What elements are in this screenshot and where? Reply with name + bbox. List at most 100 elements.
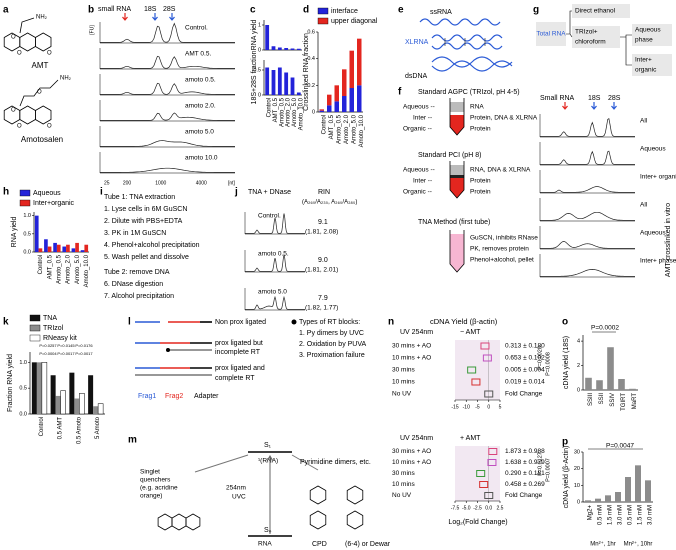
dsdna [431,60,513,72]
label: Fold Change [505,492,543,499]
x-tick-label: -7.5 [451,505,460,511]
y-tick-label: 0 [577,499,580,505]
x-tick-label: 0.5 AMT [58,417,64,440]
xlrna [431,42,503,50]
panel-label: d [303,5,309,16]
p-value: P=0.0047 [606,443,634,450]
bar [38,248,43,252]
x-tick-label: 2.5 [497,505,504,511]
label: prox ligated and [215,365,265,372]
label: 2. Oxidation by PUVA [299,341,367,348]
legend-label: TRIzol [43,325,64,332]
label: Non prox ligated [215,319,266,326]
label: [FU] [89,25,95,35]
bar [93,406,99,414]
label: Types of RT blocks: [299,319,360,326]
ring [346,485,364,505]
x-tick-label: Amoto_5.0 [75,254,81,284]
label: Direct ethanol [575,8,616,15]
row-label: 10 mins + AO [392,459,431,466]
trace [100,167,235,173]
trace [540,150,635,165]
row-label: 30 mins [392,470,416,477]
trace [100,22,235,43]
bar [645,480,651,502]
y-tick-label: 1.0 [19,360,27,366]
bar [596,380,603,390]
tick-label: 200 [123,180,132,186]
label: Standard AGPC (TRIzol, pH 4-5) [418,89,520,96]
bar [69,372,75,414]
panel-label: l [128,317,131,328]
bar [342,69,347,96]
bar [80,250,85,252]
box [480,342,490,350]
label: − AMT [460,329,481,336]
bar [334,85,339,102]
label: S₀ [264,527,272,534]
panel-label: p [562,437,568,448]
label: amoto 0.5. [258,251,289,258]
panel-label: j [234,187,238,198]
plot-bg [455,446,500,501]
label: (1.81, 2.01) [305,267,338,274]
x-tick-label: -2.5 [473,505,482,511]
label: 7.9 [318,295,328,302]
bar [79,393,85,415]
y-tick-label: 1 [258,22,261,28]
ring [171,513,187,531]
row-label: No UV [392,391,412,398]
label: Control. [258,213,281,220]
bar [84,244,89,252]
y-tick-label: 0 [258,47,261,53]
box [487,459,497,466]
x-tick-label: Amoto_5.0 [351,114,357,144]
box [476,470,486,477]
bar [36,362,42,414]
bar [75,242,79,252]
label: phase [635,37,653,44]
label: Inter+ [635,57,652,64]
ssrna [419,18,501,26]
p-value: P=0.0004 [39,351,57,356]
y-axis-label: cDNA yield (18S) [563,336,570,389]
x-tick-label: SSII [599,393,605,405]
label: 28S [608,95,621,102]
y-tick-label: 0.5 [19,386,27,392]
p-value: P=0.0017 [57,351,75,356]
bar [265,67,270,95]
label: Organic -- [403,189,432,196]
bar [290,48,295,50]
label: Inter -- [413,178,432,185]
excitation [266,455,274,534]
bar [635,465,641,502]
x-tick-label: -5.0 [462,505,471,511]
box [484,492,494,499]
p-value: P=0.0176 [75,343,93,348]
label: Protein, DNA & XLRNA [470,115,538,122]
x-tick-label: 0 [487,404,490,410]
label: Frag1 [138,393,156,400]
trace-label: Inter+ phase [640,258,676,265]
label: RNA [258,541,272,548]
label: 3. Proximation failure [299,352,365,359]
label: 3. PK in 1M GuSCN [104,230,166,237]
legend-swatch [29,314,41,322]
label: prox ligated but [215,340,263,347]
ring [35,32,52,52]
bar [349,88,354,112]
label: organic [635,67,657,74]
trace [100,112,235,121]
trace [245,254,305,272]
y-tick-label: 10 [574,483,580,489]
molecule-name: AMT [32,61,49,70]
trace [100,55,235,69]
label: Inter -- [413,115,432,122]
bar [284,48,289,50]
ring [346,510,364,530]
label: chloroform [575,39,606,46]
label: Aqueous [635,27,661,34]
bar [296,92,301,95]
arrow [591,102,597,110]
label: (6-4) or Dewar [345,541,391,548]
